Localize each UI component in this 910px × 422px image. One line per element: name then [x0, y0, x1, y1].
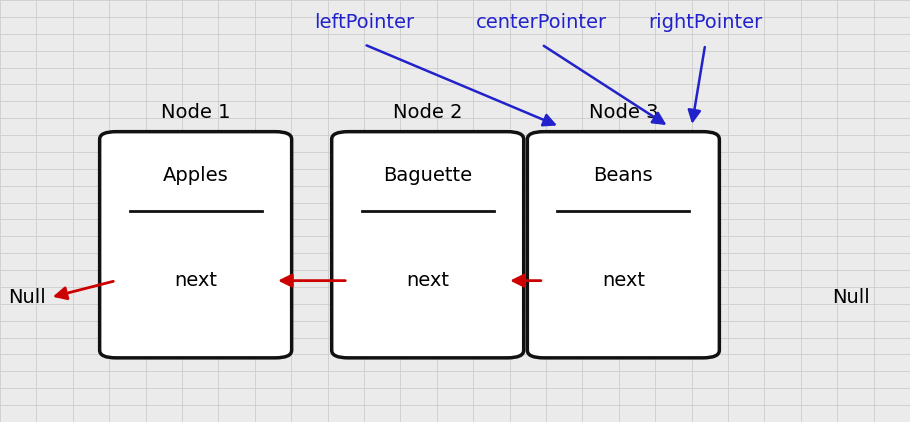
Text: next: next	[602, 271, 645, 290]
FancyBboxPatch shape	[100, 132, 291, 358]
Text: Apples: Apples	[163, 165, 228, 185]
Text: Null: Null	[832, 288, 870, 307]
Text: Node 1: Node 1	[161, 103, 230, 122]
Text: centerPointer: centerPointer	[476, 13, 607, 32]
Text: next: next	[406, 271, 450, 290]
Text: leftPointer: leftPointer	[314, 13, 414, 32]
Text: Baguette: Baguette	[383, 165, 472, 185]
Text: Node 2: Node 2	[393, 103, 462, 122]
Text: Node 3: Node 3	[589, 103, 658, 122]
FancyBboxPatch shape	[528, 132, 719, 358]
FancyBboxPatch shape	[331, 132, 523, 358]
Text: next: next	[174, 271, 217, 290]
Text: Beans: Beans	[593, 165, 653, 185]
Text: Null: Null	[8, 288, 46, 307]
Text: rightPointer: rightPointer	[648, 13, 763, 32]
